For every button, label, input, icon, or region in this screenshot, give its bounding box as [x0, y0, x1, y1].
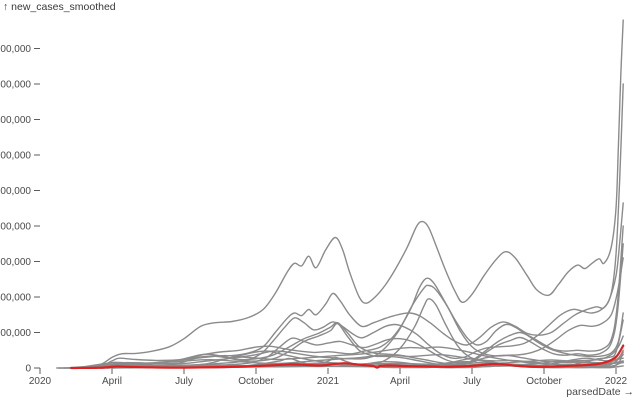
y-axis-tick-label: 800,000: [0, 222, 31, 233]
x-axis-tick-label: October: [238, 376, 274, 387]
y-axis-tick-label: 600,000: [0, 257, 31, 268]
y-axis-title: ↑ new_cases_smoothed: [3, 1, 116, 13]
y-axis-tick-label: 200,000: [0, 328, 31, 339]
highlighted-series-line: [70, 344, 625, 370]
y-axis-tick-label: 1,200,000: [0, 151, 31, 162]
series-line-series-02: [63, 83, 624, 369]
y-axis-tick-label: 0: [25, 364, 31, 375]
x-axis-tick-label: July: [463, 376, 481, 387]
x-axis-tick-label: October: [526, 376, 562, 387]
series-line-series-04: [58, 277, 624, 369]
x-axis-title: parsedDate →: [566, 386, 634, 398]
series-line-series-05: [87, 284, 624, 369]
x-axis-tick-label: 2022: [605, 376, 628, 387]
y-axis-tick-label: 1,000,000: [0, 186, 31, 197]
series-line-series-08: [87, 243, 624, 369]
y-axis-tick-label: 1,400,000: [0, 115, 31, 126]
x-axis-tick-label: 2021: [317, 376, 340, 387]
y-axis-tick-label: 400,000: [0, 293, 31, 304]
x-axis-tick-label: April: [102, 376, 122, 387]
series-line-series-09: [82, 257, 624, 369]
x-axis-tick-label: April: [390, 376, 410, 387]
y-axis-tick-label: 1,600,000: [0, 80, 31, 91]
series-line-series-03: [75, 202, 624, 369]
x-axis-tick-label: 2020: [29, 376, 52, 387]
series-line-series-07: [82, 225, 624, 369]
x-axis-tick-label: July: [175, 376, 193, 387]
series-line-series-01: [56, 19, 624, 369]
y-axis-tick-label: 1,800,000: [0, 44, 31, 55]
